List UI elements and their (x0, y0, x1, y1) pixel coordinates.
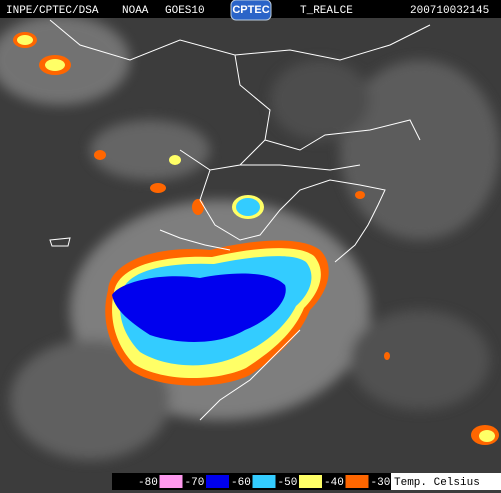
borders (49, 19, 431, 421)
legend-swatch (159, 475, 183, 488)
legend-label: -50 (278, 477, 298, 489)
legend-swatch (345, 475, 369, 488)
legend-label: -80 (138, 477, 158, 489)
legend: Temp. Celsius -80 -70 -60 -50 -40 -30 (112, 473, 501, 490)
legend-swatch (113, 475, 136, 488)
legend-unit: Temp. Celsius (394, 477, 480, 489)
legend-swatch (206, 475, 229, 488)
legend-label: -70 (185, 477, 205, 489)
legend-swatch (252, 475, 276, 488)
legend-swatch (299, 475, 322, 488)
legend-unit-box (391, 473, 501, 490)
sensor: GOES10 (165, 5, 205, 17)
satellite: NOAA (122, 5, 149, 17)
timestamp: 200710032145 (410, 5, 489, 17)
logo: CPTEC (232, 4, 269, 16)
legend-label: -30 (371, 477, 391, 489)
logo-box (230, 0, 272, 21)
legend-label: -60 (231, 477, 251, 489)
legend-label: -40 (324, 477, 344, 489)
source: INPE/CPTEC/DSA (6, 5, 99, 17)
storm-system (105, 195, 329, 386)
product: T_REALCE (300, 5, 353, 17)
small-cells (13, 32, 499, 445)
